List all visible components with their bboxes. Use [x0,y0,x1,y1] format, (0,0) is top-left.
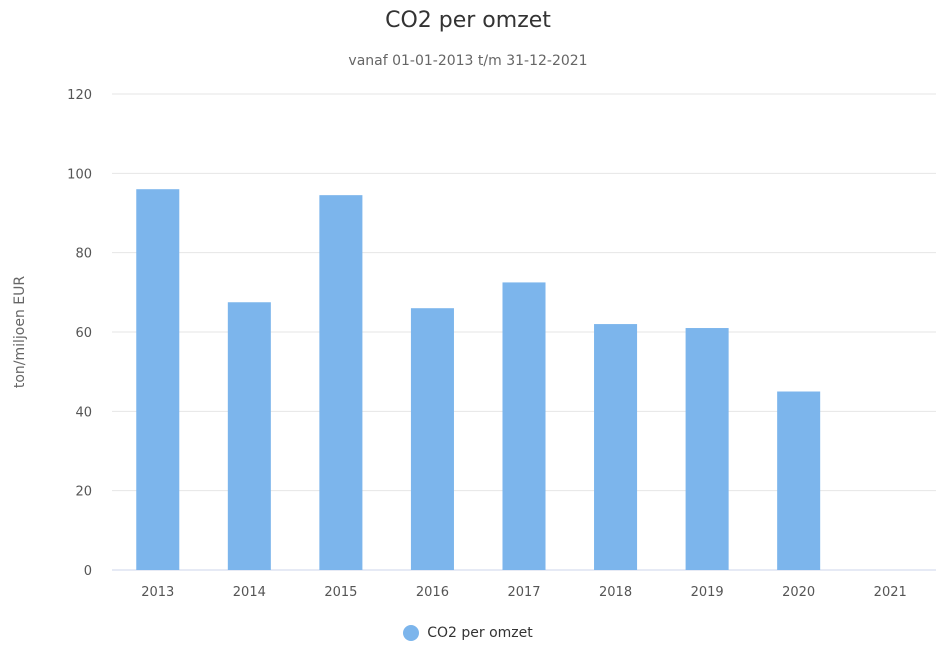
bar-2015[interactable] [319,195,363,570]
legend: CO2 per omzet [0,625,936,645]
bar-2019[interactable] [685,328,729,570]
y-axis-title: ton/miljoen EUR [12,276,28,389]
y-tick-label-100: 100 [67,167,92,182]
bar-2013[interactable] [136,189,180,570]
chart-subtitle: vanaf 01-01-2013 t/m 31-12-2021 [348,53,588,69]
x-tick-label-2020: 2020 [782,585,815,600]
y-tick-label-80: 80 [75,247,92,262]
chart-title: CO2 per omzet [385,8,551,33]
x-tick-label-2019: 2019 [691,585,724,600]
bars [136,189,821,571]
legend-marker [403,625,420,641]
y-tick-label-0: 0 [84,564,92,579]
bar-2014[interactable] [227,302,271,570]
bar-2018[interactable] [594,324,638,570]
x-tick-label-2016: 2016 [416,585,449,600]
y-tick-label-60: 60 [75,326,92,341]
x-tick-label-2021: 2021 [874,585,907,600]
x-axis-ticks: 2013 2014 2015 2016 2017 2018 2019 2020 2021 [141,585,907,600]
y-axis-ticks: 0 20 40 60 80 100 120 [67,88,92,579]
x-tick-label-2017: 2017 [507,585,540,600]
x-tick-label-2018: 2018 [599,585,632,600]
legend-label: CO2 per omzet [427,625,533,641]
y-tick-label-120: 120 [67,88,92,103]
bar-2020[interactable] [777,391,821,571]
x-tick-label-2013: 2013 [141,585,174,600]
y-tick-label-20: 20 [75,485,92,500]
bar-2017[interactable] [502,282,546,570]
legend-item-co2-per-omzet[interactable]: CO2 per omzet [403,625,533,641]
bar-2016[interactable] [410,308,454,570]
x-tick-label-2015: 2015 [324,585,357,600]
x-tick-label-2014: 2014 [233,585,266,600]
y-tick-label-40: 40 [75,405,92,420]
